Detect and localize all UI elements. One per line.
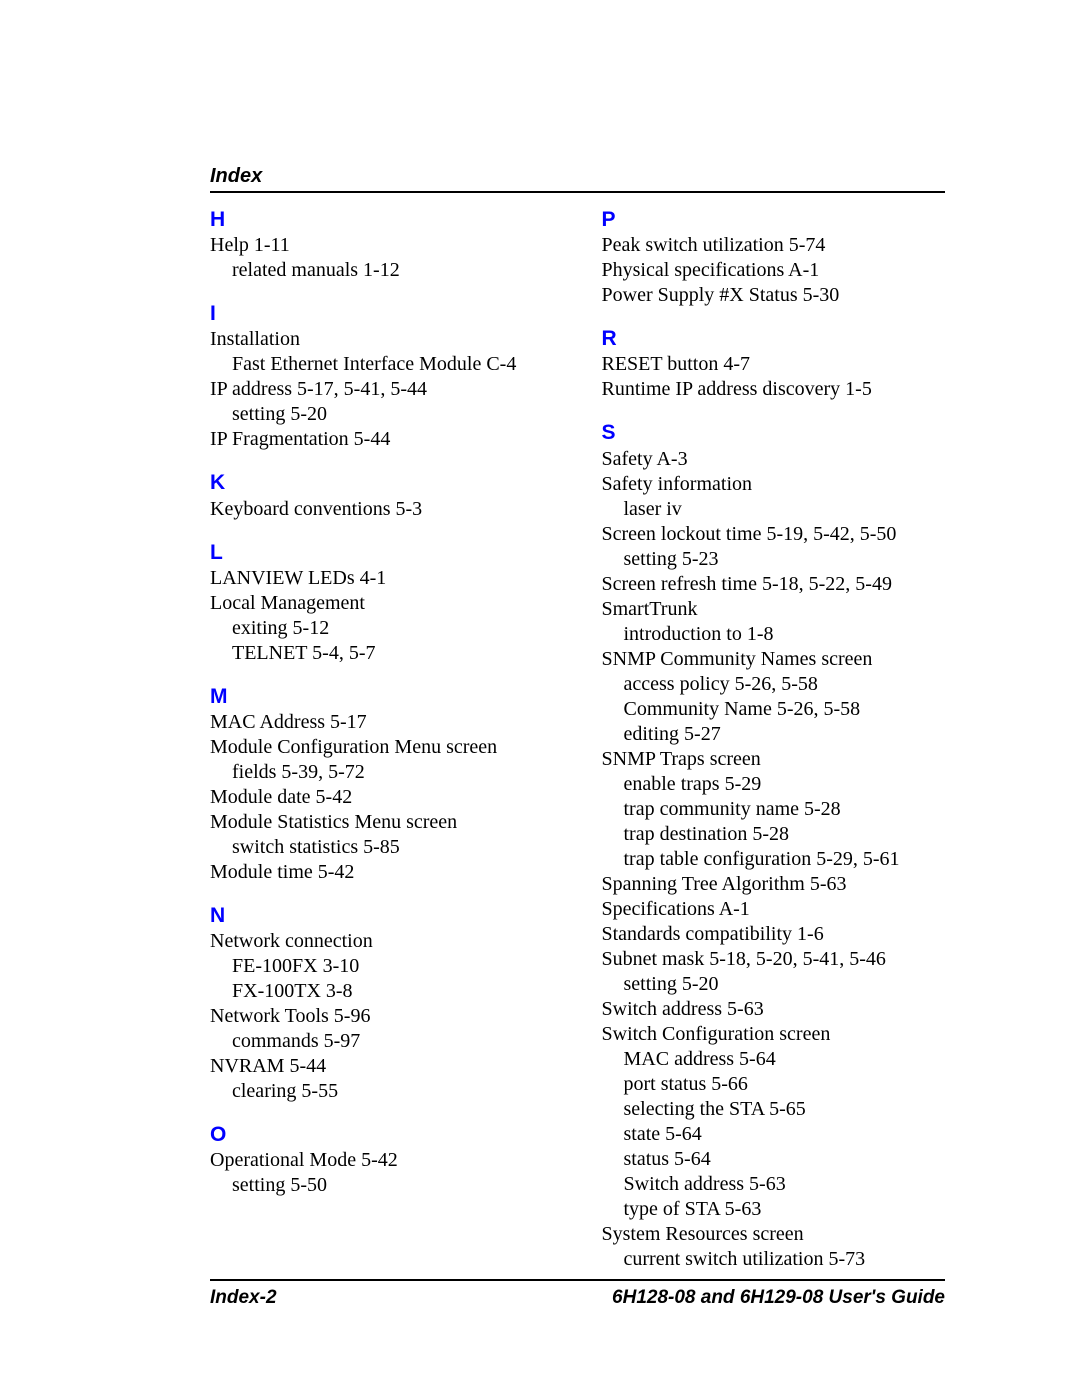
section-letter: S <box>602 420 946 445</box>
index-entry: FX-100TX 3-8 <box>210 979 554 1004</box>
index-entry: commands 5-97 <box>210 1029 554 1054</box>
index-entry: port status 5-66 <box>602 1072 946 1097</box>
index-entry: IP Fragmentation 5-44 <box>210 427 554 452</box>
index-entry: trap table configuration 5-29, 5-61 <box>602 847 946 872</box>
right-column: PPeak switch utilization 5-74Physical sp… <box>602 207 946 1272</box>
index-entry: NVRAM 5-44 <box>210 1054 554 1079</box>
section-letter: R <box>602 326 946 351</box>
index-entry: Module time 5-42 <box>210 860 554 885</box>
index-entry: Switch address 5-63 <box>602 1172 946 1197</box>
index-entry: trap community name 5-28 <box>602 797 946 822</box>
index-entry: Runtime IP address discovery 1-5 <box>602 377 946 402</box>
index-entry: MAC Address 5-17 <box>210 710 554 735</box>
index-entry: Network Tools 5-96 <box>210 1004 554 1029</box>
index-entry: setting 5-20 <box>210 402 554 427</box>
index-entry: laser iv <box>602 497 946 522</box>
index-entry: TELNET 5-4, 5-7 <box>210 641 554 666</box>
index-entry: Operational Mode 5-42 <box>210 1148 554 1173</box>
section-letter: M <box>210 684 554 709</box>
index-entry: Power Supply #X Status 5-30 <box>602 283 946 308</box>
index-entry: related manuals 1-12 <box>210 258 554 283</box>
index-entry: trap destination 5-28 <box>602 822 946 847</box>
footer-guide-title: 6H128-08 and 6H129-08 User's Guide <box>612 1287 945 1309</box>
index-entry: clearing 5-55 <box>210 1079 554 1104</box>
index-entry: fields 5-39, 5-72 <box>210 760 554 785</box>
index-entry: Switch address 5-63 <box>602 997 946 1022</box>
section-letter: L <box>210 540 554 565</box>
section-letter: K <box>210 470 554 495</box>
index-entry: Module date 5-42 <box>210 785 554 810</box>
index-page: Index HHelp 1-11related manuals 1-12 IIns… <box>0 0 1080 1332</box>
section-letter: N <box>210 903 554 928</box>
index-entry: Safety information <box>602 472 946 497</box>
page-header: Index <box>210 165 945 193</box>
index-entry: switch statistics 5-85 <box>210 835 554 860</box>
index-entry: SmartTrunk <box>602 597 946 622</box>
index-entry: setting 5-23 <box>602 547 946 572</box>
index-entry: Module Configuration Menu screen <box>210 735 554 760</box>
index-columns: HHelp 1-11related manuals 1-12 IInstallat… <box>210 207 945 1272</box>
index-entry: LANVIEW LEDs 4-1 <box>210 566 554 591</box>
index-entry: Standards compatibility 1-6 <box>602 922 946 947</box>
index-entry: SNMP Traps screen <box>602 747 946 772</box>
index-entry: Local Management <box>210 591 554 616</box>
index-entry: Specifications A-1 <box>602 897 946 922</box>
index-entry: Subnet mask 5-18, 5-20, 5-41, 5-46 <box>602 947 946 972</box>
index-entry: Physical specifications A-1 <box>602 258 946 283</box>
index-entry: IP address 5-17, 5-41, 5-44 <box>210 377 554 402</box>
index-entry: Keyboard conventions 5-3 <box>210 497 554 522</box>
index-entry: Community Name 5-26, 5-58 <box>602 697 946 722</box>
page-footer: Index-2 6H128-08 and 6H129-08 User's Gui… <box>210 1279 945 1309</box>
index-entry: access policy 5-26, 5-58 <box>602 672 946 697</box>
index-entry: FE-100FX 3-10 <box>210 954 554 979</box>
index-entry: RESET button 4-7 <box>602 352 946 377</box>
index-entry: Network connection <box>210 929 554 954</box>
index-entry: exiting 5-12 <box>210 616 554 641</box>
index-entry: setting 5-20 <box>602 972 946 997</box>
index-entry: status 5-64 <box>602 1147 946 1172</box>
footer-page-number: Index-2 <box>210 1287 277 1309</box>
index-entry: introduction to 1-8 <box>602 622 946 647</box>
index-entry: Help 1-11 <box>210 233 554 258</box>
index-entry: state 5-64 <box>602 1122 946 1147</box>
index-entry: System Resources screen <box>602 1222 946 1247</box>
index-entry: SNMP Community Names screen <box>602 647 946 672</box>
index-entry: enable traps 5-29 <box>602 772 946 797</box>
index-entry: Screen refresh time 5-18, 5-22, 5-49 <box>602 572 946 597</box>
index-entry: Module Statistics Menu screen <box>210 810 554 835</box>
section-letter: H <box>210 207 554 232</box>
index-entry: current switch utilization 5-73 <box>602 1247 946 1272</box>
left-column: HHelp 1-11related manuals 1-12 IInstallat… <box>210 207 554 1272</box>
index-entry: setting 5-50 <box>210 1173 554 1198</box>
index-entry: type of STA 5-63 <box>602 1197 946 1222</box>
section-letter: P <box>602 207 946 232</box>
index-entry: Screen lockout time 5-19, 5-42, 5-50 <box>602 522 946 547</box>
index-entry: Installation <box>210 327 554 352</box>
section-letter: O <box>210 1122 554 1147</box>
index-entry: selecting the STA 5-65 <box>602 1097 946 1122</box>
index-entry: MAC address 5-64 <box>602 1047 946 1072</box>
index-entry: Safety A-3 <box>602 447 946 472</box>
index-entry: Peak switch utilization 5-74 <box>602 233 946 258</box>
index-entry: editing 5-27 <box>602 722 946 747</box>
index-entry: Fast Ethernet Interface Module C-4 <box>210 352 554 377</box>
section-letter: I <box>210 301 554 326</box>
index-entry: Spanning Tree Algorithm 5-63 <box>602 872 946 897</box>
index-entry: Switch Configuration screen <box>602 1022 946 1047</box>
